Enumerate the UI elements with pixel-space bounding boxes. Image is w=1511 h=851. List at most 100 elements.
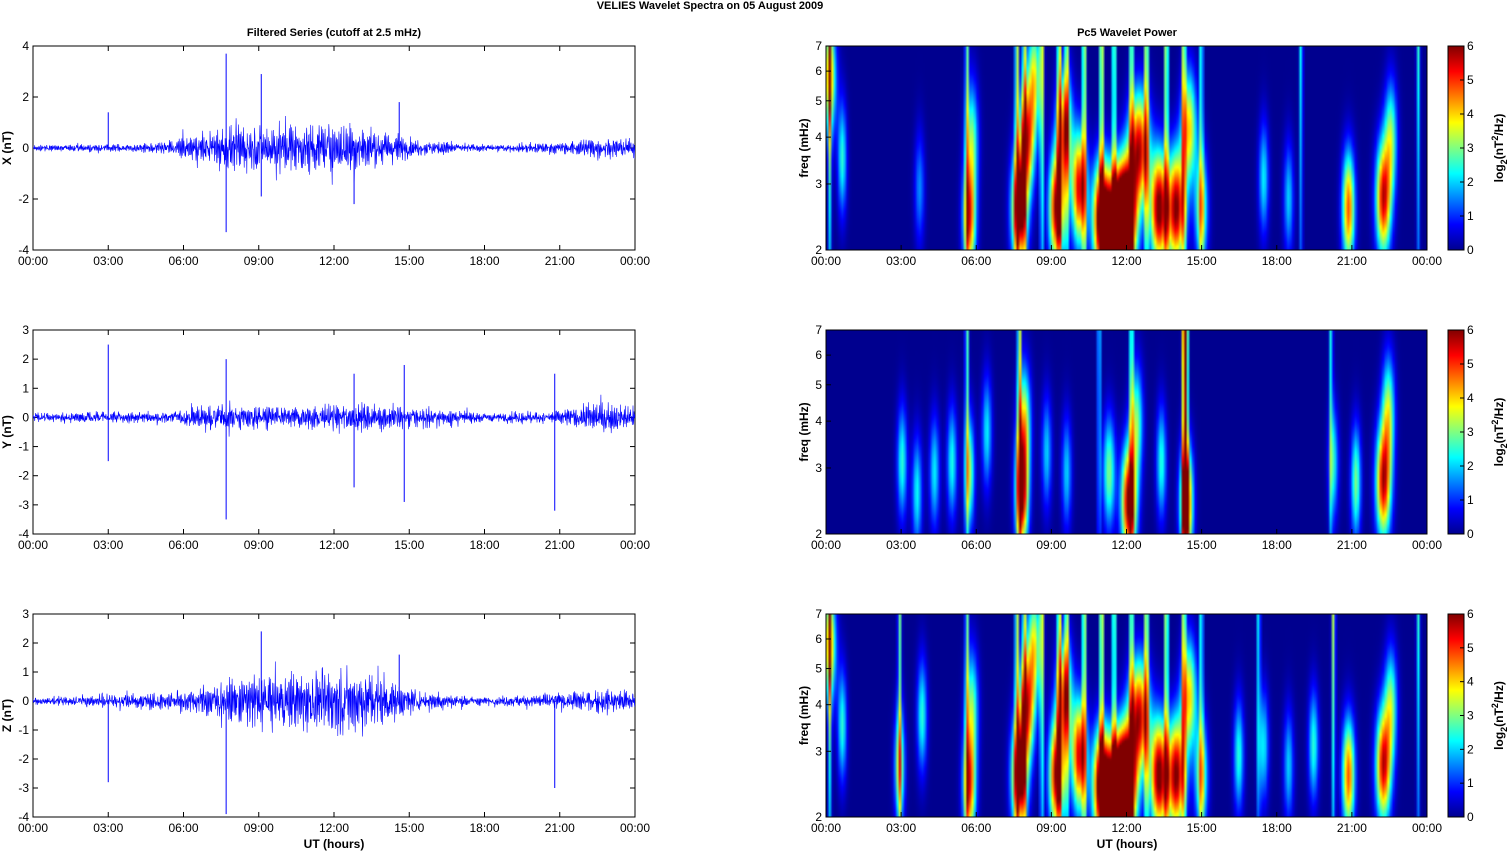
x-tick-label: 06:00 [168,821,198,835]
x-tick-label: 09:00 [244,254,274,268]
x-tick-label: 12:00 [1111,821,1141,835]
colorbar-tick-label: 1 [1467,776,1474,790]
colorbar-tick-label: 5 [1467,641,1474,655]
x-tick-label: 03:00 [886,821,916,835]
y-tick-label: 3 [22,607,29,621]
colorbar-tick-label: 4 [1467,107,1474,121]
freq-tick-label: 7 [815,323,822,337]
y-tick-label: -4 [18,527,29,541]
x-tick-label: 06:00 [961,538,991,552]
x-tick-label: 15:00 [394,254,424,268]
x-tick-label: 15:00 [394,538,424,552]
freq-tick-label: 2 [815,243,822,257]
right-column-title: Pc5 Wavelet Power [1077,27,1178,39]
x-tick-label: 06:00 [961,821,991,835]
colorbar-tick-label: 4 [1467,391,1474,405]
figure-title: VELIES Wavelet Spectra on 05 August 2009 [597,0,824,12]
colorbar-tick-label: 3 [1467,141,1474,155]
x-tick-label: 03:00 [93,254,123,268]
x-tick-label: 00:00 [18,821,48,835]
freq-tick-label: 3 [815,177,822,191]
wavelet-power-map [826,614,1427,817]
x-tick-label: 21:00 [545,821,575,835]
series-line-y [33,394,635,437]
x-tick-label: 18:00 [1262,538,1292,552]
wavelet-panels: 2 3 4 5 6 7 00:00 03:00 06:00 09:00 12:00 15:00 18:0… [797,39,1509,835]
wavelet-panel-y: 2 3 4 5 6 7 00:00 03:00 06:00 09:00 12:00 15:00 18:0… [797,323,1509,552]
freq-ylabel: freq (mHz) [797,686,811,745]
x-tick-label: 00:00 [620,821,650,835]
freq-tick-label: 6 [815,64,822,78]
colorbar-tick-label: 5 [1467,357,1474,371]
colorbar-tick-label: 2 [1467,175,1474,189]
colorbar-label: log2(nT2/Hz) [1490,398,1509,467]
y-tick-label: 2 [22,352,29,366]
colorbar-tick-label: 1 [1467,209,1474,223]
x-tick-label: 18:00 [1262,821,1292,835]
x-tick-label: 06:00 [168,254,198,268]
y-tick-label: -4 [18,810,29,824]
x-tick-label: 15:00 [1187,254,1217,268]
y-tick-label: -1 [18,723,29,737]
x-tick-label: 00:00 [18,538,48,552]
x-tick-label: 06:00 [168,538,198,552]
y-tick-label: 1 [22,381,29,395]
series-axes-box [32,613,636,818]
x-tick-label: 00:00 [811,254,841,268]
x-tick-label: 12:00 [319,254,349,268]
y-tick-label: 4 [22,39,29,53]
series-ylabel: Y (nT) [0,415,14,449]
x-tick-label: 21:00 [545,538,575,552]
left-xlabel: UT (hours) [304,837,365,851]
x-tick-label: 21:00 [545,254,575,268]
x-tick-label: 21:00 [1337,821,1367,835]
x-tick-label: 00:00 [1412,538,1442,552]
x-tick-label: 12:00 [1111,538,1141,552]
y-tick-label: -3 [18,781,29,795]
x-tick-label: 21:00 [1337,538,1367,552]
x-tick-label: 21:00 [1337,254,1367,268]
y-tick-label: -3 [18,498,29,512]
colorbar-tick-label: 3 [1467,425,1474,439]
colorbar-tick-label: 6 [1467,323,1474,337]
colorbar-tick-label: 1 [1467,493,1474,507]
y-tick-label: 0 [22,410,29,424]
x-tick-label: 03:00 [886,254,916,268]
wavelet-panel-x: 2 3 4 5 6 7 00:00 03:00 06:00 09:00 12:00 15:00 18:0… [797,39,1509,268]
x-tick-label: 09:00 [1036,538,1066,552]
series-ylabel: X (nT) [0,131,14,165]
y-tick-label: -4 [18,243,29,257]
colorbar-tick-label: 3 [1467,709,1474,723]
x-tick-label: 15:00 [394,821,424,835]
x-tick-label: 12:00 [319,821,349,835]
x-tick-label: 12:00 [1111,254,1141,268]
colorbar-tick-label: 2 [1467,742,1474,756]
time-series-panels: -4 -2 0 2 4 00:00 03:00 06:00 09:00 12:00 15:00 18:… [0,39,650,835]
freq-tick-label: 5 [815,662,822,676]
y-tick-label: 3 [22,323,29,337]
colorbar-tick-label: 6 [1467,607,1474,621]
y-tick-label: -2 [18,192,29,206]
x-tick-label: 09:00 [1036,254,1066,268]
x-tick-label: 00:00 [18,254,48,268]
x-tick-label: 00:00 [811,538,841,552]
x-tick-label: 18:00 [1262,254,1292,268]
series-ylabel: Z (nT) [0,699,14,732]
freq-tick-label: 7 [815,607,822,621]
colorbar-tick-label: 0 [1467,527,1474,541]
freq-tick-label: 2 [815,810,822,824]
y-tick-label: 2 [22,90,29,104]
colorbar-tick-label: 0 [1467,243,1474,257]
wavelet-power-map [826,330,1427,534]
x-tick-label: 12:00 [319,538,349,552]
colorbar-tick-label: 6 [1467,39,1474,53]
y-tick-label: 2 [22,636,29,650]
x-tick-label: 15:00 [1187,821,1217,835]
x-tick-label: 18:00 [469,254,499,268]
colorbar-tick-label: 4 [1467,675,1474,689]
freq-tick-label: 5 [815,94,822,108]
series-panel-z: -4 -3 -2 -1 0 1 2 3 00:00 03:00 06:00 09:00 12:00 15:… [0,607,650,835]
y-tick-label: 0 [22,141,29,155]
x-tick-label: 09:00 [1036,821,1066,835]
